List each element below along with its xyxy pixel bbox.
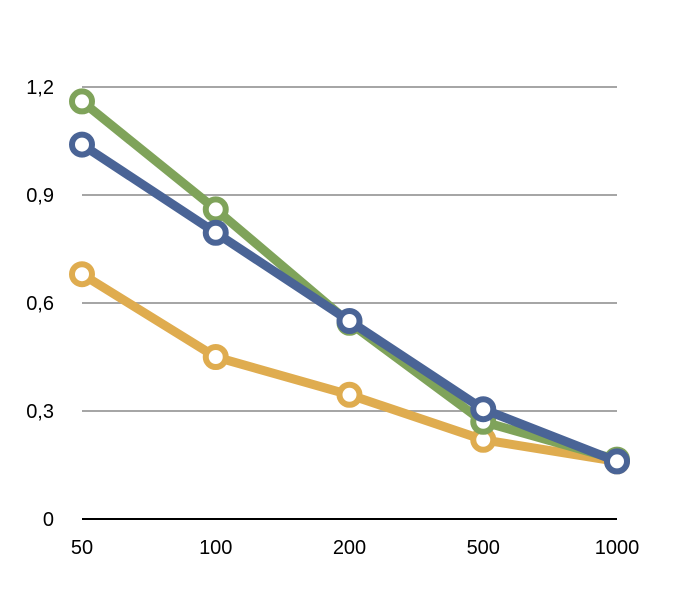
series-0-point-0 xyxy=(69,261,95,288)
series-2-point-0 xyxy=(69,131,95,158)
series-1 xyxy=(69,88,630,473)
series-2-point-1 xyxy=(202,219,229,246)
y-axis-tick-labels: 0 0,3 0,6 0,9 1,2 xyxy=(26,77,54,531)
series-0-point-1 xyxy=(202,344,229,370)
gridlines xyxy=(82,86,617,412)
x-tick-label-1: 100 xyxy=(199,537,232,559)
y-tick-label-1: 0,3 xyxy=(26,401,54,423)
y-tick-label-0: 0 xyxy=(43,509,54,531)
y-tick-label-2: 0,6 xyxy=(26,293,54,315)
x-tick-label-3: 500 xyxy=(467,537,500,559)
series-0-point-2 xyxy=(336,381,363,408)
y-tick-label-4: 1,2 xyxy=(26,77,54,99)
series-1-point-1 xyxy=(202,196,229,223)
series-2-point-3 xyxy=(470,396,497,423)
x-tick-label-2: 200 xyxy=(333,537,366,559)
series-2-point-2 xyxy=(336,308,363,334)
series-group xyxy=(69,88,630,475)
x-tick-label-0: 50 xyxy=(71,537,93,559)
y-tick-label-3: 0,9 xyxy=(26,185,54,207)
series-1-point-0 xyxy=(69,88,95,115)
series-2-point-4 xyxy=(604,448,630,475)
x-tick-label-4: 1000 xyxy=(595,537,640,559)
series-2 xyxy=(69,131,630,475)
x-axis-tick-labels: 50 100 200 500 1000 xyxy=(71,537,639,559)
